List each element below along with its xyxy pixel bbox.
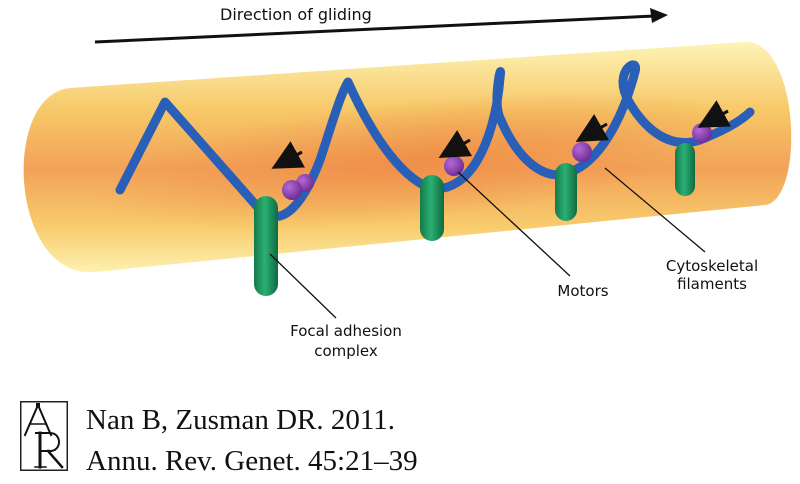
focal-label-2: complex	[314, 342, 378, 360]
cytoskeletal-filament	[115, 60, 755, 222]
direction-arrowhead-icon	[650, 8, 668, 23]
direction-label: Direction of gliding	[220, 5, 372, 24]
annual-reviews-logo	[20, 401, 68, 471]
focal-label-1: Focal adhesion	[290, 322, 402, 340]
motors-label: Motors	[557, 282, 608, 300]
focal-adhesion-2	[420, 175, 444, 241]
motor-2	[444, 156, 464, 176]
focal-adhesion-3	[555, 163, 577, 221]
arrow-left-icon	[575, 114, 610, 142]
motor-4	[692, 123, 712, 143]
focal-adhesion-1	[254, 196, 278, 296]
leader-lines	[269, 167, 706, 319]
focal-adhesion-complexes	[254, 143, 695, 296]
citation-line-2: Annu. Rev. Genet. 45:21–39	[86, 445, 418, 477]
motors	[282, 123, 712, 200]
cytoskeletal-label-1: Cytoskeletal	[666, 257, 758, 275]
motor-1a	[282, 180, 302, 200]
motor-3	[572, 142, 592, 162]
direction-arrow	[94, 14, 656, 44]
motor-arrows	[271, 100, 732, 169]
focal-adhesion-4	[675, 143, 695, 196]
cytoskeletal-label-2: filaments	[677, 275, 747, 293]
citation-line-1: Nan B, Zusman DR. 2011.	[86, 404, 396, 436]
arrow-left-icon	[271, 141, 306, 169]
arrow-left-icon	[438, 130, 473, 158]
arrow-left-icon	[697, 100, 732, 128]
